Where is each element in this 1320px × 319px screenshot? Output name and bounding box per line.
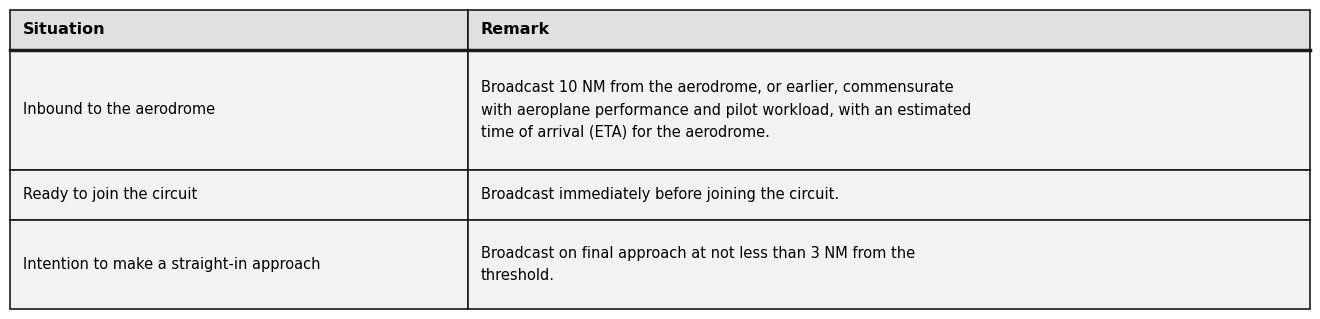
Bar: [11, 10, 467, 50]
Bar: [467, 220, 1309, 309]
Bar: [467, 10, 1309, 50]
Bar: [11, 220, 467, 309]
Text: Intention to make a straight-in approach: Intention to make a straight-in approach: [22, 257, 321, 272]
Bar: [11, 170, 467, 220]
Text: Broadcast 10 NM from the aerodrome, or earlier, commensurate
with aeroplane perf: Broadcast 10 NM from the aerodrome, or e…: [480, 80, 970, 140]
Text: Remark: Remark: [480, 23, 549, 38]
Bar: [467, 50, 1309, 170]
Text: Situation: Situation: [22, 23, 106, 38]
Text: Broadcast on final approach at not less than 3 NM from the
threshold.: Broadcast on final approach at not less …: [480, 246, 915, 283]
Text: Inbound to the aerodrome: Inbound to the aerodrome: [22, 102, 215, 117]
Text: Broadcast immediately before joining the circuit.: Broadcast immediately before joining the…: [480, 188, 838, 203]
Bar: [11, 50, 467, 170]
Text: Ready to join the circuit: Ready to join the circuit: [22, 188, 197, 203]
Bar: [467, 170, 1309, 220]
